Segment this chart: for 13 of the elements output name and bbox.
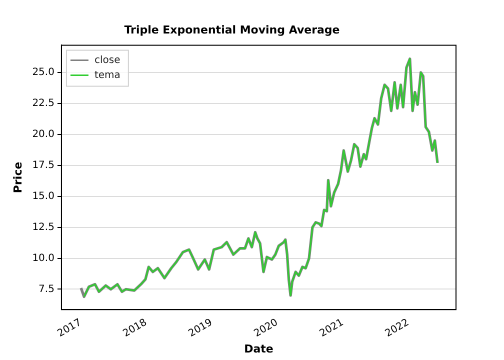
legend-label: close [94, 54, 120, 66]
chart-title: Triple Exponential Moving Average [124, 23, 340, 36]
legend-label: tema [94, 70, 120, 81]
y-tick-label: 22.5 [32, 98, 54, 110]
y-tick-label: 12.5 [32, 222, 54, 233]
y-axis-title: Price [11, 162, 24, 194]
y-tick-label: 25.0 [32, 67, 54, 78]
y-tick-label: 7.5 [38, 284, 54, 295]
y-tick-label: 20.0 [32, 128, 54, 140]
y-tick-label: 15.0 [32, 190, 54, 202]
y-tick-label: 17.5 [32, 160, 54, 171]
x-axis-title: Date [244, 342, 274, 356]
y-tick-label: 10.0 [32, 252, 54, 264]
